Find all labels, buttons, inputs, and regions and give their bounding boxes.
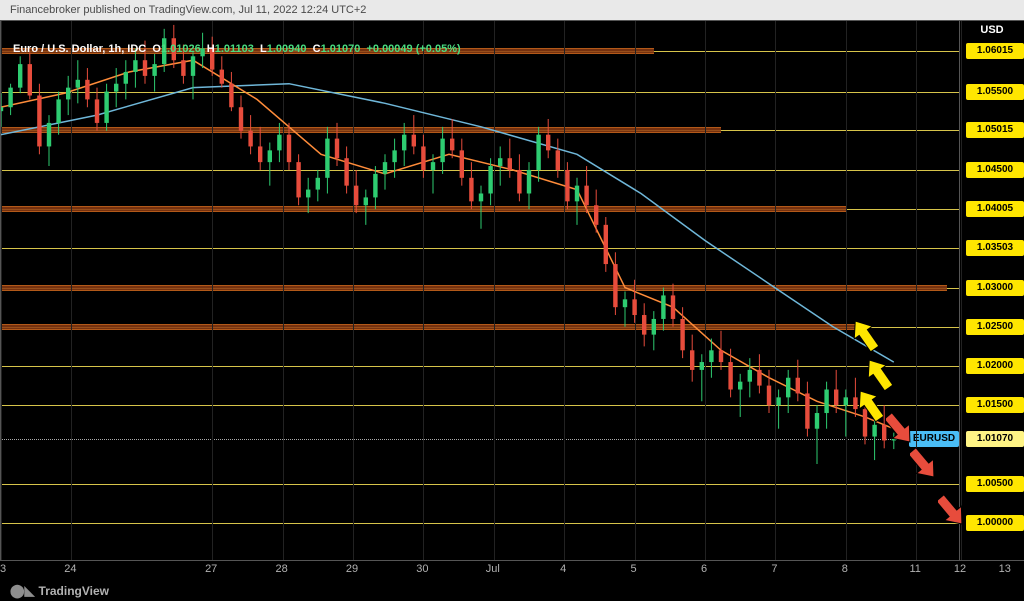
price-level-label: 1.03503: [966, 240, 1024, 256]
pair-label: Euro / U.S. Dollar, 1h, IDC: [13, 43, 146, 55]
time-axis-label: 29: [346, 563, 358, 575]
price-level-label: 1.06015: [966, 43, 1024, 59]
price-level-label: 1.04005: [966, 201, 1024, 217]
ohlc-o: 1.01026: [161, 43, 201, 55]
candle-layer: [1, 21, 961, 562]
price-level-label: 1.01500: [966, 397, 1024, 413]
tradingview-logo-icon: ⬤◣: [10, 583, 35, 599]
price-level-label: 1.00000: [966, 515, 1024, 531]
price-level-label: 1.04500: [966, 162, 1024, 178]
ohlc-readout: Euro / U.S. Dollar, 1h, IDC O1.01026 H1.…: [13, 43, 461, 55]
publish-header-text: Financebroker published on TradingView.c…: [10, 4, 366, 16]
time-axis-label: Jul: [486, 563, 500, 575]
price-level-label: 1.02500: [966, 319, 1024, 335]
time-axis-label: 28: [275, 563, 287, 575]
price-level-label: 1.02000: [966, 358, 1024, 374]
brand-footer: ⬤◣ TradingView: [0, 581, 1024, 601]
chart-root: Financebroker published on TradingView.c…: [0, 0, 1024, 601]
ohlc-h: 1.01103: [215, 43, 254, 55]
time-axis-label: 8: [842, 563, 848, 575]
time-axis-label: 13: [999, 563, 1011, 575]
time-axis-label: 7: [771, 563, 777, 575]
time-axis-label: 23: [0, 563, 6, 575]
price-level-label: 1.05015: [966, 122, 1024, 138]
price-level-label: 1.03000: [966, 280, 1024, 296]
time-axis-label: 6: [701, 563, 707, 575]
time-axis-label: 27: [205, 563, 217, 575]
time-axis-label: 11: [909, 563, 920, 575]
price-level-label: 1.00500: [966, 476, 1024, 492]
ohlc-chg: +0.00049 (+0.05%): [366, 43, 460, 55]
publish-header: Financebroker published on TradingView.c…: [0, 0, 1024, 20]
ohlc-c: 1.01070: [321, 43, 361, 55]
chart-plot-area[interactable]: Euro / U.S. Dollar, 1h, IDC O1.01026 H1.…: [0, 20, 960, 561]
up-arrow-annotation: [857, 388, 883, 422]
time-axis-label: 30: [416, 563, 428, 575]
ohlc-l: 1.00940: [267, 43, 307, 55]
time-axis-label: 5: [631, 563, 637, 575]
price-axis[interactable]: 1.06015 1.05500 1.05015 1.04500 1.04005 1.035…: [960, 20, 1024, 561]
up-arrow-annotation: [852, 318, 878, 352]
down-arrow-annotation: [886, 412, 912, 446]
time-axis-label: 12: [954, 563, 966, 575]
up-arrow-annotation: [866, 357, 892, 391]
down-arrow-annotation: [910, 447, 936, 481]
time-axis-label: 24: [64, 563, 76, 575]
brand-name: TradingView: [39, 584, 109, 598]
current-price-label: 1.01070: [966, 431, 1024, 447]
time-axis[interactable]: 232427282930Jul45678111213: [0, 561, 960, 581]
price-level-label: 1.05500: [966, 84, 1024, 100]
time-axis-label: 4: [560, 563, 566, 575]
